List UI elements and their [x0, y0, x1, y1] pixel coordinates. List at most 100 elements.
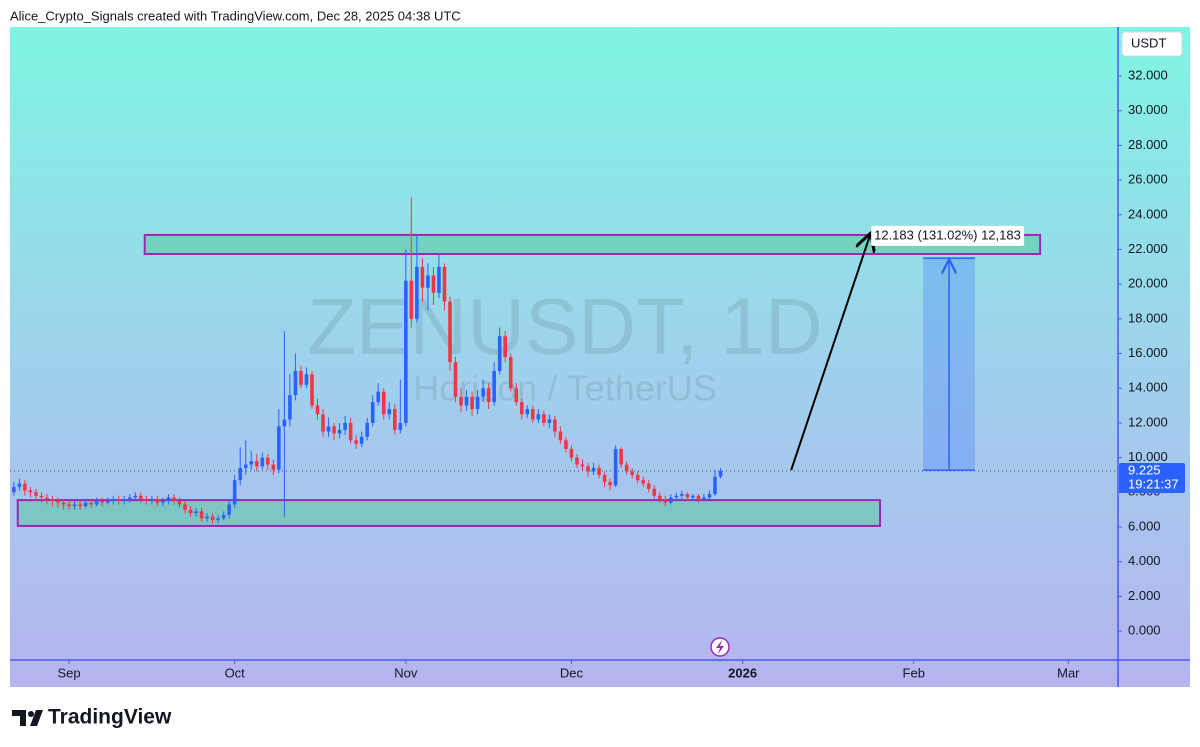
- candle-body: [94, 500, 99, 505]
- candle: [343, 415, 347, 436]
- candle: [293, 353, 298, 401]
- candle: [492, 362, 496, 406]
- candle: [426, 263, 430, 311]
- candle: [67, 500, 71, 510]
- x-tick-label: Sep: [58, 665, 81, 680]
- candle: [663, 495, 668, 507]
- candle-body: [558, 431, 563, 441]
- candle: [105, 497, 110, 505]
- candle-body: [569, 448, 574, 458]
- candle-body: [497, 336, 502, 371]
- candle: [23, 480, 27, 496]
- candle-body: [282, 419, 287, 427]
- candle: [232, 474, 237, 508]
- candle: [387, 402, 392, 420]
- candle-body: [232, 480, 237, 505]
- candle: [486, 383, 491, 410]
- candle: [635, 471, 640, 484]
- candle-body: [199, 511, 204, 519]
- candle: [381, 388, 386, 420]
- candle-body: [641, 480, 646, 484]
- candle-body: [508, 357, 513, 389]
- candle: [531, 405, 535, 423]
- candle-body: [12, 487, 16, 493]
- y-tick-label: 30.000: [1128, 102, 1168, 117]
- candle-body: [442, 266, 447, 302]
- candle: [575, 454, 579, 469]
- candle: [613, 445, 618, 488]
- lightning-icon[interactable]: [710, 637, 730, 657]
- candle-body: [707, 494, 712, 498]
- candle: [376, 383, 381, 406]
- candle: [337, 422, 342, 439]
- candle-body: [34, 492, 38, 496]
- currency-box[interactable]: [1121, 31, 1183, 57]
- candle: [277, 409, 281, 474]
- chart-background: [10, 27, 1190, 687]
- candle: [481, 379, 485, 403]
- candle-body: [674, 495, 679, 498]
- candle-body: [61, 502, 66, 505]
- candle-body: [28, 490, 33, 493]
- candle-body: [426, 275, 430, 288]
- candle: [624, 461, 629, 475]
- candle-body: [663, 499, 668, 503]
- candle: [508, 353, 513, 392]
- candle: [348, 417, 353, 444]
- candle: [161, 497, 165, 507]
- candle: [558, 426, 563, 444]
- candle: [431, 266, 436, 305]
- candle-body: [718, 471, 723, 477]
- x-tick-label: Nov: [394, 665, 418, 680]
- header: Alice_Crypto_Signals created with Tradin…: [10, 8, 461, 23]
- candle-body: [45, 497, 49, 500]
- candle-body: [127, 497, 132, 500]
- candle: [519, 398, 524, 420]
- candle-body: [205, 516, 209, 519]
- measure-label: 12.183 (131.02%) 12,183: [874, 227, 1021, 242]
- candle-body: [398, 422, 403, 430]
- candle: [254, 454, 259, 472]
- candle: [646, 480, 651, 493]
- candle: [398, 379, 403, 434]
- candle: [260, 452, 265, 470]
- candle: [680, 490, 684, 500]
- candle: [315, 398, 320, 420]
- candle: [166, 494, 171, 505]
- candle: [652, 485, 657, 500]
- candle-body: [348, 422, 353, 441]
- candle-body: [409, 280, 414, 319]
- candle: [586, 462, 590, 477]
- candle: [243, 440, 248, 475]
- candle-body: [387, 409, 392, 415]
- candle-body: [702, 497, 706, 500]
- candle: [188, 506, 193, 517]
- candle: [221, 511, 226, 521]
- candle-body: [602, 474, 607, 482]
- candle: [696, 494, 701, 503]
- candle-body: [481, 388, 485, 397]
- candle-body: [685, 494, 690, 498]
- candle: [100, 497, 104, 507]
- candle: [442, 263, 447, 311]
- candle: [210, 513, 215, 524]
- candle-body: [696, 495, 701, 500]
- candle: [597, 464, 601, 479]
- candle: [453, 357, 458, 403]
- candle: [299, 365, 303, 389]
- candle: [370, 395, 375, 427]
- candle: [266, 454, 270, 470]
- candle: [702, 494, 706, 501]
- candle: [238, 447, 243, 486]
- candle: [569, 445, 574, 462]
- candle-body: [525, 409, 530, 415]
- candle-body: [183, 504, 187, 510]
- candle-body: [613, 448, 618, 486]
- candle-body: [475, 396, 480, 410]
- candle: [630, 468, 634, 479]
- candle-body: [646, 483, 651, 489]
- candle: [304, 367, 309, 389]
- candle-body: [315, 405, 320, 415]
- candle-body: [652, 488, 657, 496]
- candle-body: [249, 461, 254, 465]
